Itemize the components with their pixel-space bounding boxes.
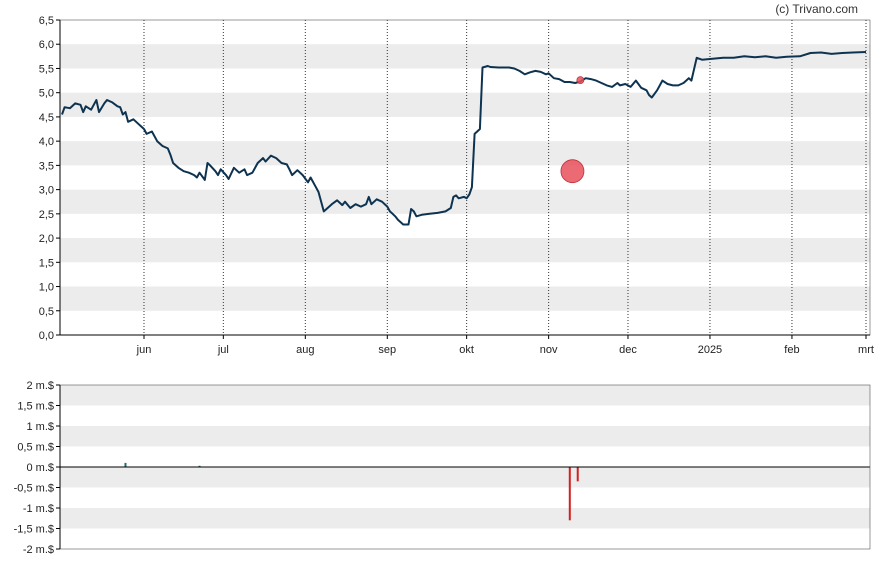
price-chart-frame bbox=[59, 19, 871, 336]
volume-y-tick-label: -1 m.$ bbox=[23, 503, 54, 515]
y-tick-label: 4,0 bbox=[39, 136, 54, 148]
price-line bbox=[61, 51, 867, 226]
volume-band bbox=[60, 385, 870, 406]
y-tick-label: 5,5 bbox=[39, 63, 54, 75]
volume-y-tick-label: 1 m.$ bbox=[26, 421, 54, 433]
volume-y-tick-label: -1,5 m.$ bbox=[14, 524, 54, 536]
price-chart-markers bbox=[560, 76, 585, 184]
price-band bbox=[60, 44, 870, 69]
volume-band bbox=[60, 508, 870, 529]
volume-band bbox=[60, 467, 870, 488]
price-band bbox=[60, 141, 870, 166]
price-chart-series bbox=[61, 51, 867, 226]
volume-chart-y-ticks: -2 m.$ -1,5 m.$ -1 m.$ -0,5 m.$ 0 m.$ 0,5 m.$… bbox=[14, 380, 60, 556]
volume-chart-frame bbox=[59, 384, 871, 550]
y-tick-label: 6,0 bbox=[39, 39, 54, 51]
volume-y-tick-label: 0,5 m.$ bbox=[17, 442, 54, 454]
x-tick-label: feb bbox=[784, 344, 799, 356]
y-tick-label: 1,5 bbox=[39, 257, 54, 269]
price-band bbox=[60, 286, 870, 311]
price-chart-bands bbox=[60, 44, 870, 311]
volume-y-tick-label: -2 m.$ bbox=[23, 544, 54, 556]
volume-y-tick-label: 0 m.$ bbox=[26, 462, 54, 474]
x-tick-label: jul bbox=[217, 344, 229, 356]
y-tick-label: 6,5 bbox=[39, 15, 54, 27]
y-tick-label: 1,0 bbox=[39, 282, 54, 294]
y-tick-label: 2,5 bbox=[39, 209, 54, 221]
volume-y-tick-label: -0,5 m.$ bbox=[14, 483, 54, 495]
x-tick-label: sep bbox=[378, 344, 396, 356]
y-tick-label: 2,0 bbox=[39, 233, 54, 245]
y-tick-label: 3,0 bbox=[39, 185, 54, 197]
y-tick-label: 5,0 bbox=[39, 88, 54, 100]
x-tick-label: mrt bbox=[858, 344, 874, 356]
y-tick-label: 0,5 bbox=[39, 306, 54, 318]
credit-text: (c) Trivano.com bbox=[775, 2, 858, 16]
y-tick-label: 0,0 bbox=[39, 330, 54, 342]
volume-band bbox=[60, 426, 870, 447]
x-tick-label: 2025 bbox=[698, 344, 722, 356]
x-tick-label: aug bbox=[296, 344, 314, 356]
price-band bbox=[60, 238, 870, 263]
price-chart-y-ticks: 0,0 0,5 1,0 1,5 2,0 2,5 3,0 3,5 4,0 4,5 5,0 5,5 6,0 6… bbox=[39, 15, 60, 342]
price-band bbox=[60, 92, 870, 117]
x-tick-label: dec bbox=[619, 344, 637, 356]
x-tick-label: nov bbox=[540, 344, 558, 356]
price-marker bbox=[560, 159, 585, 184]
y-tick-label: 3,5 bbox=[39, 160, 54, 172]
price-marker bbox=[576, 76, 585, 84]
volume-y-tick-label: 1,5 m.$ bbox=[17, 401, 54, 413]
x-tick-label: okt bbox=[459, 344, 474, 356]
volume-y-tick-label: 2 m.$ bbox=[26, 380, 54, 392]
y-tick-label: 4,5 bbox=[39, 112, 54, 124]
x-tick-label: jun bbox=[136, 344, 152, 356]
price-band bbox=[60, 189, 870, 214]
volume-chart-bands bbox=[60, 385, 870, 529]
price-chart-x-ticks: jun jul aug sep okt nov dec 2025 feb mrt bbox=[136, 335, 874, 356]
